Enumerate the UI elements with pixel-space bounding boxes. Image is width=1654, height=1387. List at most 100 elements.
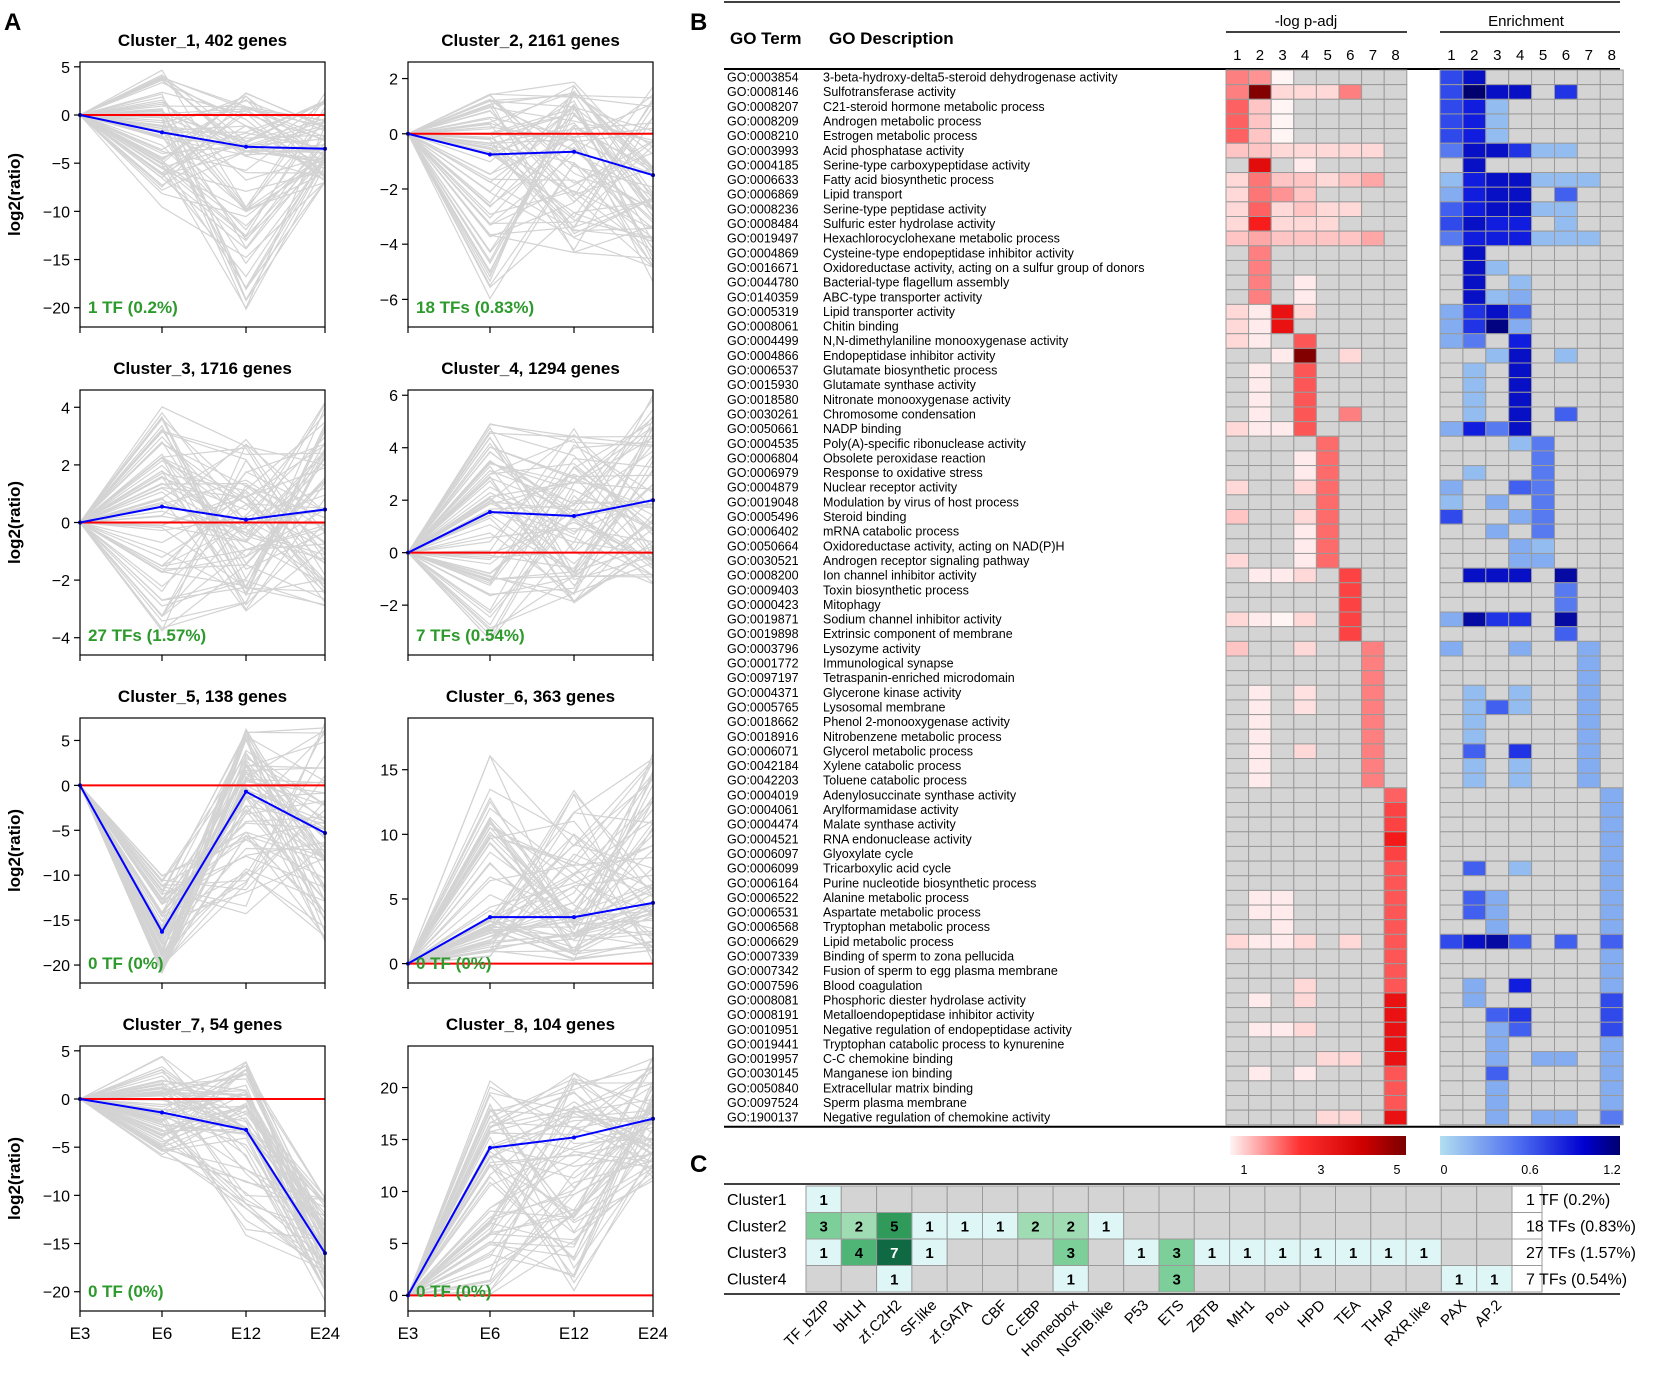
- go-row: GO:0007596 Blood coagulation: [727, 977, 1624, 994]
- go-term-id: GO:0140359: [727, 290, 799, 304]
- enrichment-legend-tick: 0.6: [1521, 1163, 1538, 1177]
- go-term-id: GO:0030145: [727, 1067, 799, 1081]
- enrichment-cell: [1554, 904, 1578, 921]
- enrichment-cell: [1439, 377, 1464, 393]
- enrichment-cell: [1599, 948, 1624, 965]
- enrichment-cell: [1554, 362, 1578, 379]
- padj-cell: [1338, 509, 1363, 525]
- tf-count-cell: [1052, 1185, 1089, 1213]
- go-description: Hexachlorocyclohexane metabolic process: [823, 232, 1060, 246]
- tf-family-label: PAX: [1437, 1297, 1469, 1329]
- padj-cell: [1338, 377, 1363, 393]
- go-description: C-C chemokine binding: [823, 1052, 953, 1066]
- enrichment-cell: [1508, 274, 1533, 291]
- go-term-id: GO:0003854: [727, 71, 799, 85]
- enrichment-cell: [1554, 860, 1578, 877]
- enrichment-cell: [1508, 303, 1533, 320]
- tf-count-label: 0 TF (0%): [416, 1282, 492, 1301]
- enrichment-cell: [1599, 465, 1624, 481]
- enrichment-cell: [1462, 450, 1487, 467]
- enrichment-cell: [1439, 933, 1464, 950]
- go-row: GO:0018916 Nitrobenzene metabolic process: [727, 728, 1624, 745]
- gene-profile-line: [79, 114, 326, 265]
- padj-cell: [1270, 523, 1295, 540]
- y-tick-label: 10: [380, 827, 398, 844]
- enrichment-cell: [1531, 142, 1555, 159]
- go-description-header: GO Description: [829, 29, 954, 48]
- enrichment-cell: [1485, 875, 1510, 891]
- gene-profile-line: [407, 752, 654, 965]
- tf-count-cell: [1476, 1185, 1513, 1213]
- go-row: GO:0006537 Glutamate biosynthetic process: [727, 362, 1624, 379]
- enrichment-cell: [1576, 523, 1601, 540]
- padj-cell: [1270, 98, 1295, 115]
- enrichment-cell: [1439, 69, 1464, 86]
- go-description: 3-beta-hydroxy-delta5-steroid dehydrogen…: [823, 71, 1118, 85]
- enrichment-cell: [1599, 289, 1624, 305]
- enrichment-cell: [1485, 1065, 1510, 1082]
- padj-cell: [1270, 611, 1295, 628]
- padj-cell: [1293, 611, 1317, 628]
- padj-cell: [1338, 274, 1363, 291]
- enrichment-cell: [1439, 1065, 1464, 1082]
- enrichment-cell: [1531, 303, 1555, 320]
- enrichment-cell: [1485, 69, 1510, 86]
- padj-cell: [1315, 172, 1340, 188]
- enrichment-cell: [1439, 479, 1464, 496]
- padj-cell: [1293, 714, 1317, 730]
- padj-cell: [1270, 904, 1295, 921]
- go-term-id: GO:0003796: [727, 642, 799, 656]
- go-term-id: GO:0000423: [727, 598, 799, 612]
- padj-cell: [1225, 1021, 1250, 1038]
- go-row: GO:0006979 Response to oxidative stress: [727, 465, 1624, 481]
- padj-cell: [1225, 831, 1250, 847]
- go-term-id: GO:0004521: [727, 832, 799, 846]
- padj-cell: [1293, 596, 1317, 613]
- gene-profile-line: [79, 785, 326, 923]
- enrichment-cell: [1531, 362, 1555, 379]
- padj-cell: [1270, 289, 1295, 305]
- padj-cell: [1248, 216, 1272, 232]
- padj-cell: [1315, 362, 1340, 379]
- padj-cell: [1383, 1007, 1408, 1023]
- go-row: GO:0006869 Lipid transport: [727, 186, 1624, 203]
- enrichment-cell: [1439, 963, 1464, 979]
- y-tick-label: 5: [389, 892, 398, 909]
- gene-profile-line: [79, 436, 326, 588]
- enrichment-cell: [1554, 626, 1578, 642]
- go-term-id: GO:0016671: [727, 261, 799, 275]
- padj-cell: [1383, 538, 1408, 554]
- go-term-id: GO:0008207: [727, 100, 799, 114]
- enrichment-cell: [1531, 201, 1555, 218]
- gene-profile-line: [407, 761, 654, 965]
- padj-cell: [1270, 245, 1295, 261]
- tf-count-cell: [982, 1265, 1019, 1293]
- enrichment-cell: [1462, 435, 1487, 452]
- tf-count-value: 2: [1031, 1219, 1039, 1236]
- panel-c-tf-table: Cluster1 1 1 TF (0.2%)Cluster2 3 2 5 1 1 1 2 2 1 18 …: [724, 1183, 1636, 1360]
- enrichment-cell: [1462, 875, 1487, 891]
- enrichment-cell: [1531, 1080, 1555, 1096]
- padj-cell: [1270, 186, 1295, 203]
- enrichment-cell: [1508, 538, 1533, 554]
- padj-cell: [1293, 113, 1317, 130]
- go-row: GO:0005496 Steroid binding: [727, 509, 1624, 525]
- padj-cell: [1361, 860, 1385, 877]
- padj-cell: [1315, 421, 1340, 437]
- padj-cell: [1225, 670, 1250, 686]
- padj-cell: [1248, 1051, 1272, 1067]
- padj-cell: [1293, 347, 1317, 364]
- enrichment-cell: [1599, 875, 1624, 891]
- enrichment-cell: [1439, 787, 1464, 803]
- y-tick-label: −20: [43, 958, 70, 975]
- enrichment-cell: [1462, 1080, 1487, 1096]
- gene-profile-line: [79, 1061, 326, 1271]
- padj-cell: [1315, 259, 1340, 276]
- padj-cell: [1315, 626, 1340, 642]
- enrichment-cell: [1599, 831, 1624, 847]
- tf-count-value: 3: [819, 1219, 827, 1236]
- padj-cell: [1361, 391, 1385, 408]
- go-term-id: GO:0008146: [727, 85, 799, 99]
- enrichment-cell: [1508, 626, 1533, 642]
- padj-cell: [1361, 274, 1385, 291]
